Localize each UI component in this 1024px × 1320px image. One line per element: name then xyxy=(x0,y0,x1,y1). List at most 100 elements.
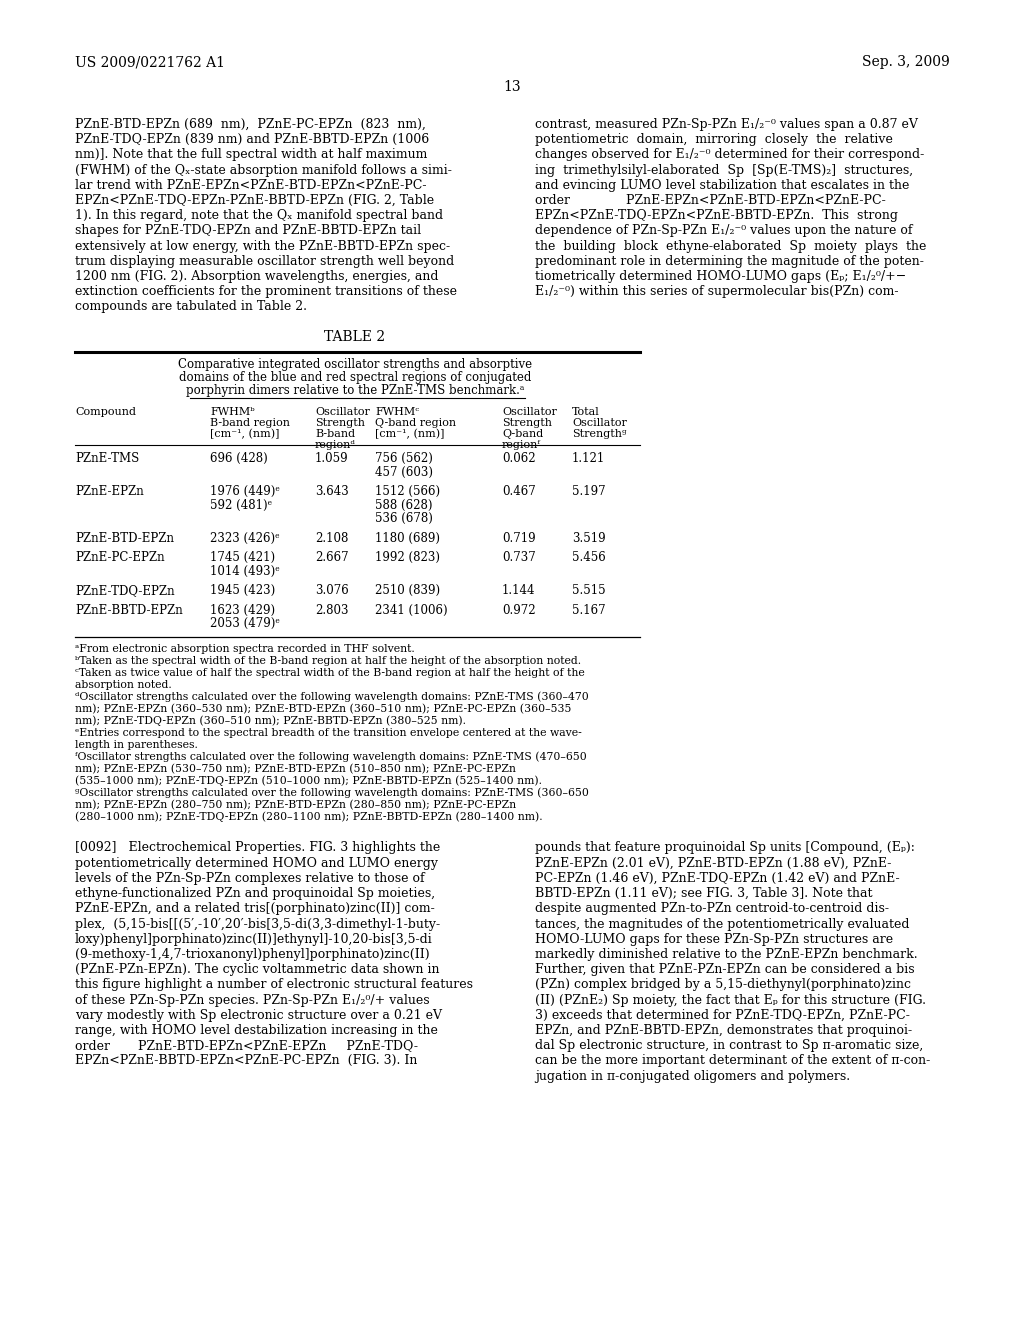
Text: 1992 (823): 1992 (823) xyxy=(375,550,440,564)
Text: pounds that feature proquinoidal Sp units [Compound, (Eₚ):: pounds that feature proquinoidal Sp unit… xyxy=(535,842,914,854)
Text: tiometrically determined HOMO-LUMO gaps (Eₚ; E₁/₂⁰/+−: tiometrically determined HOMO-LUMO gaps … xyxy=(535,271,906,282)
Text: 2323 (426)ᵉ: 2323 (426)ᵉ xyxy=(210,532,280,544)
Text: dependence of PZn-Sp-PZn E₁/₂⁻⁰ values upon the nature of: dependence of PZn-Sp-PZn E₁/₂⁻⁰ values u… xyxy=(535,224,912,238)
Text: (PZn) complex bridged by a 5,15-diethynyl(porphinato)zinc: (PZn) complex bridged by a 5,15-diethyny… xyxy=(535,978,911,991)
Text: 1745 (421): 1745 (421) xyxy=(210,550,275,564)
Text: compounds are tabulated in Table 2.: compounds are tabulated in Table 2. xyxy=(75,301,307,313)
Text: 13: 13 xyxy=(503,81,521,94)
Text: porphyrin dimers relative to the PZnE-TMS benchmark.ᵃ: porphyrin dimers relative to the PZnE-TM… xyxy=(185,384,524,397)
Text: and evincing LUMO level stabilization that escalates in the: and evincing LUMO level stabilization th… xyxy=(535,178,909,191)
Text: nm); PZnE-EPZn (280–750 nm); PZnE-BTD-EPZn (280–850 nm); PZnE-PC-EPZn: nm); PZnE-EPZn (280–750 nm); PZnE-BTD-EP… xyxy=(75,800,516,809)
Text: Sep. 3, 2009: Sep. 3, 2009 xyxy=(862,55,950,69)
Text: [cm⁻¹, (nm)]: [cm⁻¹, (nm)] xyxy=(210,429,280,440)
Text: levels of the PZn-Sp-PZn complexes relative to those of: levels of the PZn-Sp-PZn complexes relat… xyxy=(75,873,425,884)
Text: Strength: Strength xyxy=(502,418,552,428)
Text: 1.144: 1.144 xyxy=(502,583,536,597)
Text: EPZn<PZnE-TDQ-EPZn<PZnE-BBTD-EPZn.  This  strong: EPZn<PZnE-TDQ-EPZn<PZnE-BBTD-EPZn. This … xyxy=(535,209,898,222)
Text: dal Sp electronic structure, in contrast to Sp π-aromatic size,: dal Sp electronic structure, in contrast… xyxy=(535,1039,924,1052)
Text: despite augmented PZn-to-PZn centroid-to-centroid dis-: despite augmented PZn-to-PZn centroid-to… xyxy=(535,903,889,915)
Text: Q-band region: Q-band region xyxy=(375,418,456,428)
Text: 0.062: 0.062 xyxy=(502,451,536,465)
Text: length in parentheses.: length in parentheses. xyxy=(75,739,198,750)
Text: domains of the blue and red spectral regions of conjugated: domains of the blue and red spectral reg… xyxy=(179,371,531,384)
Text: 457 (603): 457 (603) xyxy=(375,466,433,479)
Text: ᵇTaken as the spectral width of the B-band region at half the height of the abso: ᵇTaken as the spectral width of the B-ba… xyxy=(75,656,582,665)
Text: contrast, measured PZn-Sp-PZn E₁/₂⁻⁰ values span a 0.87 eV: contrast, measured PZn-Sp-PZn E₁/₂⁻⁰ val… xyxy=(535,117,918,131)
Text: (II) (PZnE₂) Sp moiety, the fact that Eₚ for this structure (FIG.: (II) (PZnE₂) Sp moiety, the fact that Eₚ… xyxy=(535,994,926,1007)
Text: Compound: Compound xyxy=(75,407,136,417)
Text: 3) exceeds that determined for PZnE-TDQ-EPZn, PZnE-PC-: 3) exceeds that determined for PZnE-TDQ-… xyxy=(535,1008,910,1022)
Text: PZnE-PC-EPZn: PZnE-PC-EPZn xyxy=(75,550,165,564)
Text: TABLE 2: TABLE 2 xyxy=(325,330,386,345)
Text: ethyne-functionalized PZn and proquinoidal Sp moieties,: ethyne-functionalized PZn and proquinoid… xyxy=(75,887,435,900)
Text: PZnE-BTD-EPZn (689  nm),  PZnE-PC-EPZn  (823  nm),: PZnE-BTD-EPZn (689 nm), PZnE-PC-EPZn (82… xyxy=(75,117,426,131)
Text: ᶠOscillator strengths calculated over the following wavelength domains: PZnE-TMS: ᶠOscillator strengths calculated over th… xyxy=(75,751,587,762)
Text: PZnE-BTD-EPZn: PZnE-BTD-EPZn xyxy=(75,532,174,544)
Text: PZnE-EPZn (2.01 eV), PZnE-BTD-EPZn (1.88 eV), PZnE-: PZnE-EPZn (2.01 eV), PZnE-BTD-EPZn (1.88… xyxy=(535,857,891,870)
Text: 1014 (493)ᵉ: 1014 (493)ᵉ xyxy=(210,565,280,578)
Text: 1180 (689): 1180 (689) xyxy=(375,532,440,544)
Text: vary modestly with Sp electronic structure over a 0.21 eV: vary modestly with Sp electronic structu… xyxy=(75,1008,442,1022)
Text: 592 (481)ᵉ: 592 (481)ᵉ xyxy=(210,499,272,511)
Text: nm); PZnE-TDQ-EPZn (360–510 nm); PZnE-BBTD-EPZn (380–525 nm).: nm); PZnE-TDQ-EPZn (360–510 nm); PZnE-BB… xyxy=(75,715,466,726)
Text: (FWHM) of the Qₓ-state absorption manifold follows a simi-: (FWHM) of the Qₓ-state absorption manifo… xyxy=(75,164,452,177)
Text: Strengthᵍ: Strengthᵍ xyxy=(572,429,627,440)
Text: ᵃFrom electronic absorption spectra recorded in THF solvent.: ᵃFrom electronic absorption spectra reco… xyxy=(75,644,415,653)
Text: B-band region: B-band region xyxy=(210,418,290,428)
Text: predominant role in determining the magnitude of the poten-: predominant role in determining the magn… xyxy=(535,255,924,268)
Text: ᶜTaken as twice value of half the spectral width of the B-band region at half th: ᶜTaken as twice value of half the spectr… xyxy=(75,668,585,677)
Text: US 2009/0221762 A1: US 2009/0221762 A1 xyxy=(75,55,225,69)
Text: nm)]. Note that the full spectral width at half maximum: nm)]. Note that the full spectral width … xyxy=(75,148,427,161)
Text: 3.519: 3.519 xyxy=(572,532,605,544)
Text: 696 (428): 696 (428) xyxy=(210,451,267,465)
Text: nm); PZnE-EPZn (530–750 nm); PZnE-BTD-EPZn (510–850 nm); PZnE-PC-EPZn: nm); PZnE-EPZn (530–750 nm); PZnE-BTD-EP… xyxy=(75,763,516,774)
Text: Comparative integrated oscillator strengths and absorptive: Comparative integrated oscillator streng… xyxy=(178,358,532,371)
Text: ing  trimethylsilyl-elaborated  Sp  [Sp(E-TMS)₂]  structures,: ing trimethylsilyl-elaborated Sp [Sp(E-T… xyxy=(535,164,913,177)
Text: lar trend with PZnE-EPZn<PZnE-BTD-EPZn<PZnE-PC-: lar trend with PZnE-EPZn<PZnE-BTD-EPZn<P… xyxy=(75,178,427,191)
Text: 588 (628): 588 (628) xyxy=(375,499,432,511)
Text: loxy)phenyl]porphinato)zinc(II)]ethynyl]-10,20-bis[3,5-di: loxy)phenyl]porphinato)zinc(II)]ethynyl]… xyxy=(75,933,433,945)
Text: Q-band: Q-band xyxy=(502,429,544,440)
Text: 2.108: 2.108 xyxy=(315,532,348,544)
Text: 1.121: 1.121 xyxy=(572,451,605,465)
Text: extinction coefficients for the prominent transitions of these: extinction coefficients for the prominen… xyxy=(75,285,457,298)
Text: absorption noted.: absorption noted. xyxy=(75,680,172,689)
Text: 2.667: 2.667 xyxy=(315,550,348,564)
Text: 5.515: 5.515 xyxy=(572,583,605,597)
Text: trum displaying measurable oscillator strength well beyond: trum displaying measurable oscillator st… xyxy=(75,255,455,268)
Text: 2341 (1006): 2341 (1006) xyxy=(375,603,447,616)
Text: E₁/₂⁻⁰) within this series of supermolecular bis(PZn) com-: E₁/₂⁻⁰) within this series of supermolec… xyxy=(535,285,898,298)
Text: ᵈOscillator strengths calculated over the following wavelength domains: PZnE-TMS: ᵈOscillator strengths calculated over th… xyxy=(75,692,589,702)
Text: (280–1000 nm); PZnE-TDQ-EPZn (280–1100 nm); PZnE-BBTD-EPZn (280–1400 nm).: (280–1000 nm); PZnE-TDQ-EPZn (280–1100 n… xyxy=(75,812,543,822)
Text: changes observed for E₁/₂⁻⁰ determined for their correspond-: changes observed for E₁/₂⁻⁰ determined f… xyxy=(535,148,925,161)
Text: of these PZn-Sp-PZn species. PZn-Sp-PZn E₁/₂⁰/+ values: of these PZn-Sp-PZn species. PZn-Sp-PZn … xyxy=(75,994,430,1007)
Text: shapes for PZnE-TDQ-EPZn and PZnE-BBTD-EPZn tail: shapes for PZnE-TDQ-EPZn and PZnE-BBTD-E… xyxy=(75,224,421,238)
Text: 2510 (839): 2510 (839) xyxy=(375,583,440,597)
Text: order       PZnE-BTD-EPZn<PZnE-EPZn     PZnE-TDQ-: order PZnE-BTD-EPZn<PZnE-EPZn PZnE-TDQ- xyxy=(75,1039,418,1052)
Text: B-band: B-band xyxy=(315,429,355,440)
Text: markedly diminished relative to the PZnE-EPZn benchmark.: markedly diminished relative to the PZnE… xyxy=(535,948,918,961)
Text: regionᶠ: regionᶠ xyxy=(502,440,541,450)
Text: 1976 (449)ᵉ: 1976 (449)ᵉ xyxy=(210,484,280,498)
Text: EPZn, and PZnE-BBTD-EPZn, demonstrates that proquinoi-: EPZn, and PZnE-BBTD-EPZn, demonstrates t… xyxy=(535,1024,912,1038)
Text: ᵍOscillator strengths calculated over the following wavelength domains: PZnE-TMS: ᵍOscillator strengths calculated over th… xyxy=(75,788,589,799)
Text: Strength: Strength xyxy=(315,418,365,428)
Text: 2.803: 2.803 xyxy=(315,603,348,616)
Text: (9-methoxy-1,4,7-trioxanonyl)phenyl]porphinato)zinc(II): (9-methoxy-1,4,7-trioxanonyl)phenyl]porp… xyxy=(75,948,430,961)
Text: [cm⁻¹, (nm)]: [cm⁻¹, (nm)] xyxy=(375,429,444,440)
Text: FWHMᶜ: FWHMᶜ xyxy=(375,407,419,417)
Text: regionᵈ: regionᵈ xyxy=(315,440,356,450)
Text: 0.719: 0.719 xyxy=(502,532,536,544)
Text: plex,  (5,15-bis[[(5′,-10′,20′-bis[3,5-di(3,3-dimethyl-1-buty-: plex, (5,15-bis[[(5′,-10′,20′-bis[3,5-di… xyxy=(75,917,440,931)
Text: 1512 (566): 1512 (566) xyxy=(375,484,440,498)
Text: jugation in π-conjugated oligomers and polymers.: jugation in π-conjugated oligomers and p… xyxy=(535,1069,850,1082)
Text: HOMO-LUMO gaps for these PZn-Sp-PZn structures are: HOMO-LUMO gaps for these PZn-Sp-PZn stru… xyxy=(535,933,893,945)
Text: range, with HOMO level destabilization increasing in the: range, with HOMO level destabilization i… xyxy=(75,1024,438,1038)
Text: 5.456: 5.456 xyxy=(572,550,606,564)
Text: potentiometric  domain,  mirroring  closely  the  relative: potentiometric domain, mirroring closely… xyxy=(535,133,893,147)
Text: 1.059: 1.059 xyxy=(315,451,348,465)
Text: PZnE-TMS: PZnE-TMS xyxy=(75,451,139,465)
Text: FWHMᵇ: FWHMᵇ xyxy=(210,407,255,417)
Text: BBTD-EPZn (1.11 eV); see FIG. 3, Table 3]. Note that: BBTD-EPZn (1.11 eV); see FIG. 3, Table 3… xyxy=(535,887,872,900)
Text: (PZnE-PZn-EPZn). The cyclic voltammetric data shown in: (PZnE-PZn-EPZn). The cyclic voltammetric… xyxy=(75,964,439,975)
